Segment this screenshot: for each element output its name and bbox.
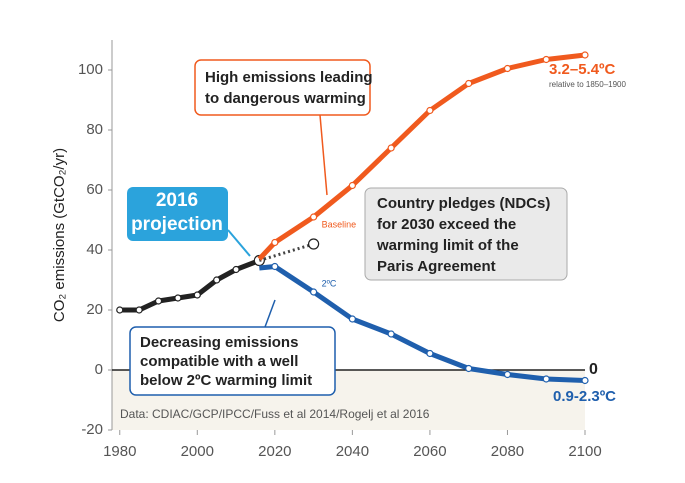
box-text: for 2030 exceed the [377, 216, 516, 233]
marker [310, 288, 318, 296]
high-range: 3.2–5.4ºC [549, 61, 616, 78]
marker [465, 364, 473, 373]
box-text: High emissions leading [205, 69, 373, 86]
x-tick-label: 2060 [413, 443, 446, 460]
marker [232, 265, 240, 274]
low-range: 0.9-2.3ºC [553, 388, 616, 405]
marker [135, 306, 143, 314]
projection-label: 2016 [156, 190, 198, 211]
x-tick-label: 2000 [181, 443, 214, 460]
box-text: Decreasing emissions [140, 334, 298, 351]
pointer [264, 299, 276, 328]
zero-label: 0 [589, 361, 598, 378]
x-tick-label: 2080 [491, 443, 524, 460]
marker [503, 64, 512, 73]
series-line [257, 52, 586, 261]
box-text: Paris Agreement [377, 258, 496, 275]
box-text: to dangerous warming [205, 90, 366, 107]
y-tick-label: 20 [86, 301, 103, 318]
marker [581, 376, 589, 385]
pointer [319, 114, 328, 196]
marker [503, 370, 512, 379]
relative-note: relative to 1850–1900 [549, 80, 627, 89]
marker [426, 106, 434, 115]
marker [193, 291, 201, 299]
series-name: 2ºC [322, 278, 337, 288]
x-tick-label: 2100 [568, 443, 601, 460]
y-tick-label: -20 [81, 421, 103, 438]
marker [308, 238, 320, 250]
marker [116, 306, 124, 314]
y-tick-label: 40 [86, 241, 103, 258]
y-tick-label: 0 [95, 361, 103, 378]
box-text: Country pledges (NDCs) [377, 195, 550, 212]
y-tick-label: 60 [86, 181, 103, 198]
projection-box [127, 187, 228, 241]
marker [387, 144, 395, 152]
marker [174, 294, 182, 302]
pointer [227, 229, 251, 257]
low-box [129, 326, 336, 396]
marker [581, 51, 589, 59]
marker [271, 238, 279, 247]
box-text: compatible with a well [140, 353, 298, 370]
y-tick-label: 80 [86, 121, 103, 138]
box-text: below 2ºC warming limit [140, 372, 312, 389]
ndc-box [364, 187, 568, 281]
marker [348, 181, 356, 190]
marker [542, 375, 550, 383]
marker [271, 262, 279, 271]
x-tick-label: 2020 [258, 443, 291, 460]
y-axis-label: CO₂ emissions (GtCO₂/yr) [51, 148, 68, 322]
x-tick-label: 2040 [336, 443, 369, 460]
projection-label: projection [131, 214, 223, 235]
marker [387, 330, 395, 338]
marker [426, 349, 434, 358]
y-tick-label: 100 [78, 61, 103, 78]
x-tick-label: 1980 [103, 443, 136, 460]
box-text: warming limit of the [376, 237, 519, 254]
marker [465, 79, 473, 88]
marker [310, 213, 318, 221]
series-name: Baseline [322, 219, 357, 229]
marker [154, 297, 163, 305]
source: Data: CDIAC/GCP/IPCC/Fuss et al 2014/Rog… [120, 407, 430, 421]
series-line [259, 264, 586, 383]
marker [542, 55, 550, 64]
high-box [194, 59, 371, 116]
marker [348, 315, 356, 323]
marker [213, 276, 221, 284]
